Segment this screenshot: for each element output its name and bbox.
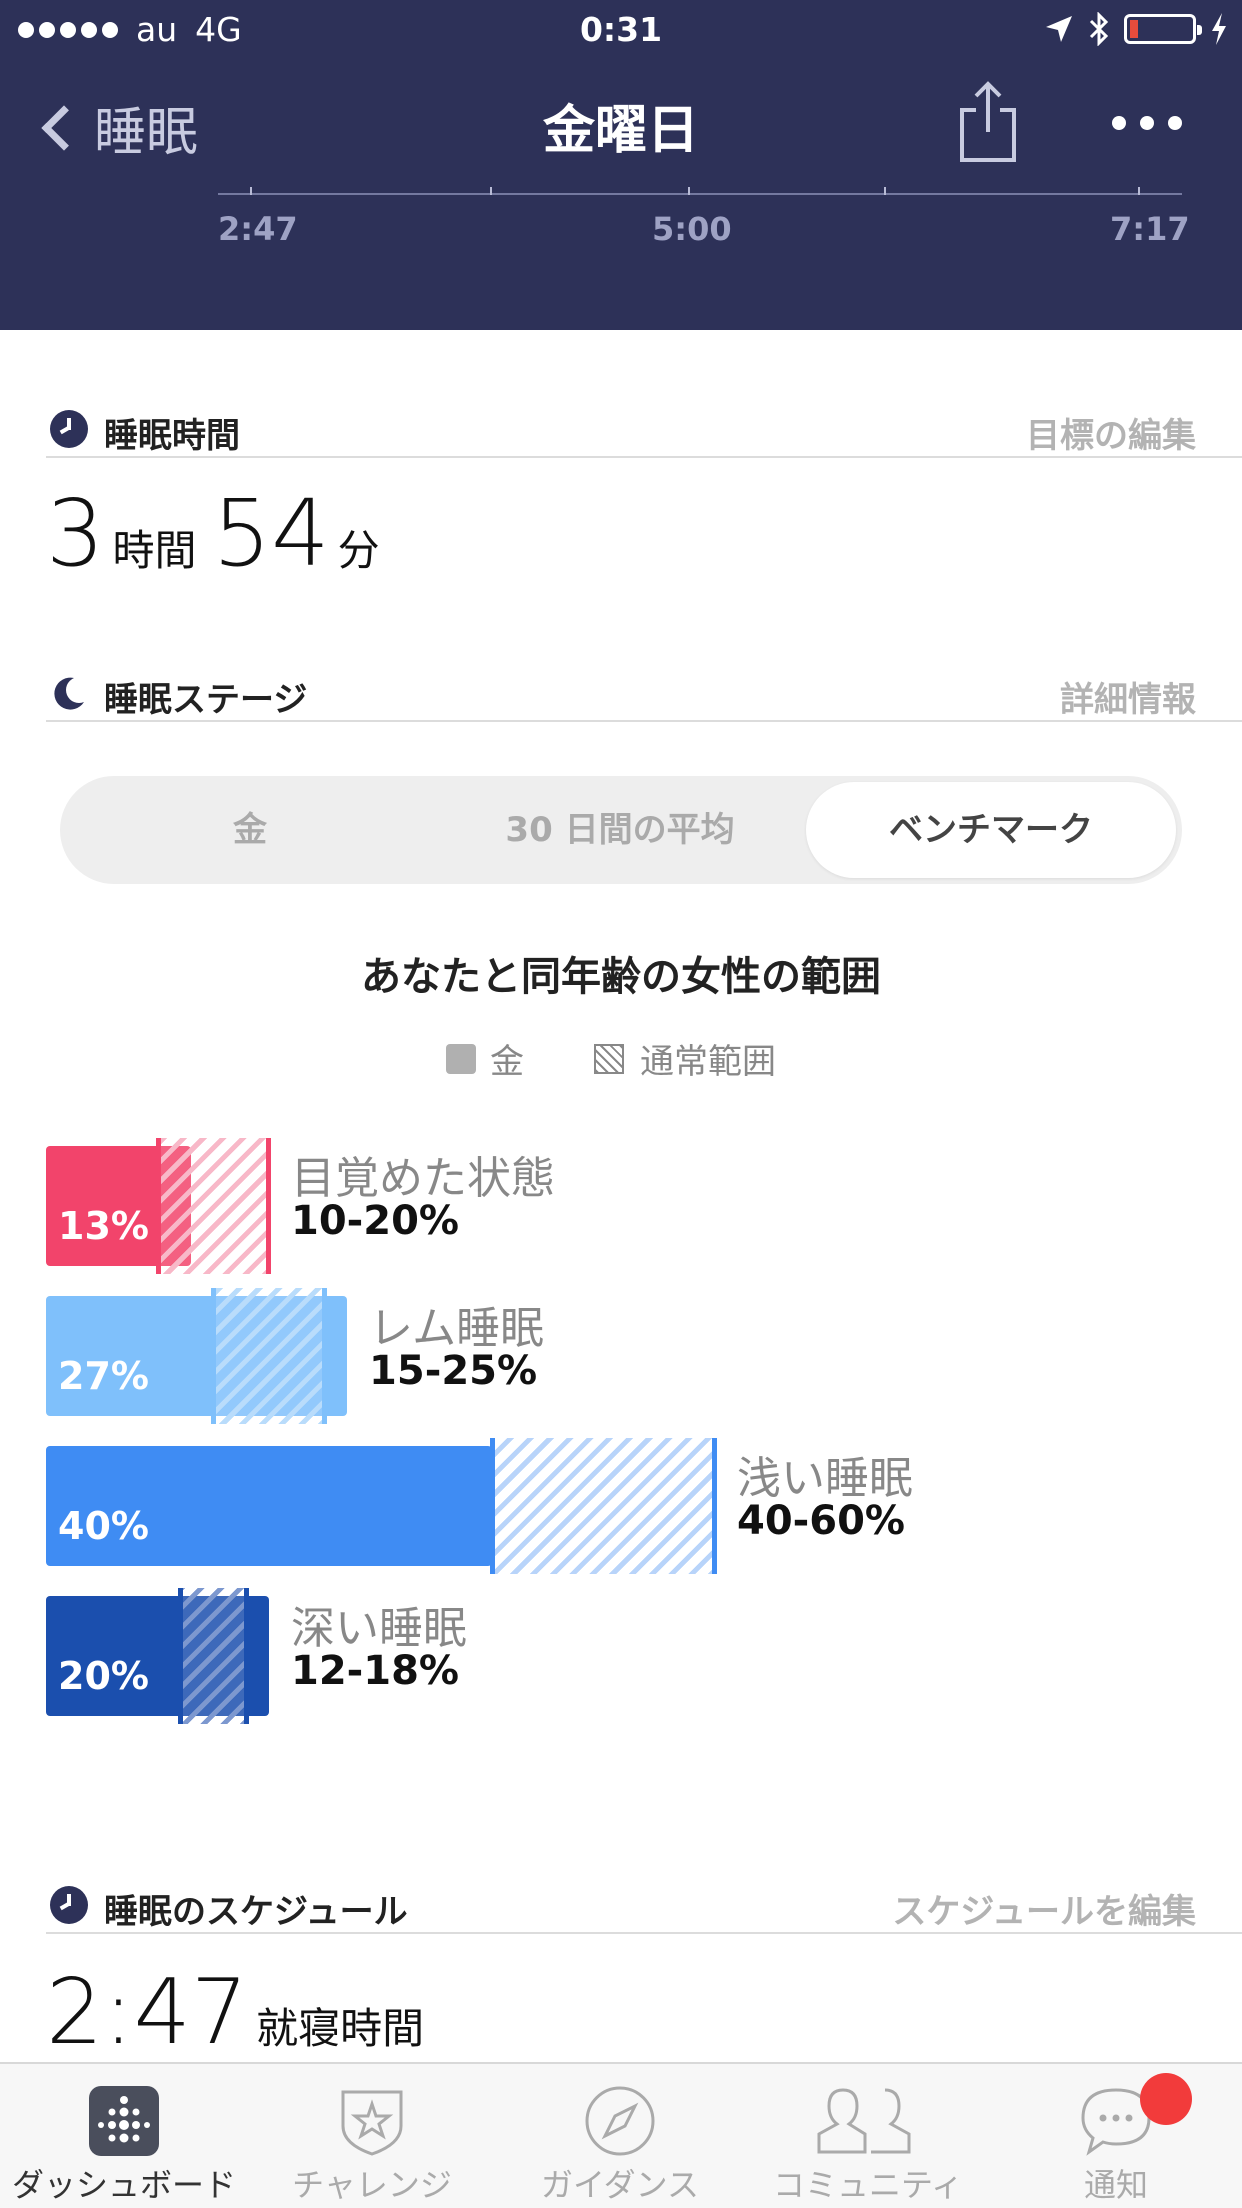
- stage-percent: 27%: [58, 1354, 149, 1398]
- tab-guidance-label: ガイダンス: [540, 2166, 700, 2204]
- sleep-minutes-value: 54: [212, 480, 330, 587]
- stage-bar: 40%: [46, 1446, 492, 1566]
- benchmark-legend: 金 通常範囲: [446, 1034, 776, 1083]
- bluetooth-icon: [1089, 12, 1109, 46]
- tab-community[interactable]: コミュニティ: [744, 2064, 992, 2208]
- moon-icon: [54, 677, 84, 710]
- timeline-start-label: 2:47: [218, 210, 298, 248]
- back-button[interactable]: 睡眠: [34, 90, 198, 165]
- community-icon: [817, 2088, 911, 2154]
- tab-notifications[interactable]: 通知: [992, 2064, 1240, 2208]
- network-label: 4G: [195, 10, 242, 49]
- tab-community-label: コミュニティ: [772, 2166, 964, 2204]
- schedule-section-header: 睡眠のスケジュール スケジュールを編集: [46, 1878, 1242, 1934]
- sleep-minutes-unit: 分: [337, 526, 380, 575]
- sleep-stages-label: 睡眠ステージ: [104, 680, 308, 720]
- battery-icon: [1124, 14, 1202, 44]
- nav-bar: 睡眠 金曜日: [0, 80, 1242, 170]
- schedule-label: 睡眠のスケジュール: [104, 1892, 408, 1932]
- sleep-time-section-header: 睡眠時間 目標の編集: [46, 402, 1242, 458]
- share-icon[interactable]: [958, 80, 1018, 164]
- timeline-end-label: 7:17: [1110, 210, 1190, 248]
- stage-typical-range: [490, 1438, 717, 1574]
- timeline-mid-label: 5:00: [652, 210, 732, 248]
- stage-name: レム睡眠: [369, 1303, 545, 1354]
- dashboard-icon: [89, 2086, 159, 2156]
- sleep-hours-value: 3: [46, 480, 105, 587]
- clock-icon: [50, 1886, 88, 1924]
- legend-actual-label: 金: [490, 1042, 524, 1082]
- stage-typical-range: [177, 1588, 249, 1724]
- tab-guidance[interactable]: ガイダンス: [496, 2064, 744, 2208]
- bedtime-value: 2:47: [46, 1960, 249, 2065]
- challenge-star-icon: [341, 2090, 403, 2156]
- back-label: 睡眠: [94, 103, 199, 163]
- stage-percent: 13%: [58, 1204, 149, 1248]
- actual-swatch-icon: [446, 1043, 476, 1074]
- charging-bolt-icon: [1212, 13, 1226, 45]
- tab-benchmark[interactable]: ベンチマーク: [806, 782, 1176, 878]
- notification-badge: [1140, 2073, 1192, 2125]
- page-title: 金曜日: [542, 101, 699, 161]
- tab-dashboard[interactable]: ダッシュボード: [0, 2064, 248, 2208]
- tab-dashboard-label: ダッシュボード: [11, 2166, 236, 2204]
- tab-30-day-average[interactable]: 30 日間の平均: [505, 810, 735, 850]
- carrier-label: au: [136, 10, 178, 49]
- stage-typical-range: [211, 1288, 327, 1424]
- bedtime-label: 就寝時間: [256, 2004, 425, 2053]
- tab-day[interactable]: 金: [233, 810, 267, 850]
- header: au 4G 0:31 睡眠 金曜日: [0, 0, 1242, 330]
- sleep-hours-unit: 時間: [112, 526, 197, 575]
- stage-name: 深い睡眠: [291, 1603, 467, 1654]
- tab-challenges-label: チャレンジ: [292, 2166, 452, 2204]
- bedtime: 2:47 就寝時間: [46, 1960, 440, 2065]
- clock-icon: [50, 410, 88, 448]
- stage-range-label: 12-18%: [291, 1648, 460, 1694]
- sleep-time-label: 睡眠時間: [104, 416, 240, 456]
- edit-goal-link[interactable]: 目標の編集: [1026, 416, 1196, 456]
- tab-notifications-label: 通知: [1083, 2166, 1148, 2204]
- tab-challenges[interactable]: チャレンジ: [248, 2064, 496, 2208]
- stage-range-label: 40-60%: [737, 1498, 906, 1544]
- stage-range-label: 10-20%: [291, 1198, 460, 1244]
- sleep-timeline-axis: [218, 187, 1182, 195]
- compass-icon: [585, 2086, 655, 2156]
- stage-percent: 20%: [58, 1654, 149, 1698]
- status-time: 0:31: [579, 10, 663, 49]
- stage-percent: 40%: [58, 1504, 149, 1548]
- edit-schedule-link[interactable]: スケジュールを編集: [892, 1892, 1196, 1932]
- stage-view-segmented-control: 金 30 日間の平均 ベンチマーク: [60, 776, 1182, 884]
- typical-range-hatch-icon: [594, 1043, 624, 1074]
- stage-name: 目覚めた状態: [291, 1153, 555, 1204]
- sleep-stages-section-header: 睡眠ステージ 詳細情報: [46, 666, 1242, 722]
- stage-range-label: 15-25%: [369, 1348, 538, 1394]
- stage-typical-range: [155, 1138, 271, 1274]
- sleep-duration: 3 時間 54 分: [46, 480, 396, 587]
- legend-typical-label: 通常範囲: [640, 1042, 776, 1082]
- stage-name: 浅い睡眠: [737, 1453, 913, 1504]
- location-arrow-icon: [1046, 16, 1072, 42]
- bottom-tab-bar: ダッシュボード チャレンジ ガイダンス コミュニティ: [0, 2062, 1242, 2208]
- benchmark-title: あなたと同年齢の女性の範囲: [361, 954, 881, 1000]
- more-options-icon[interactable]: [1112, 116, 1182, 130]
- details-link[interactable]: 詳細情報: [1060, 680, 1196, 720]
- status-bar: au 4G 0:31: [0, 0, 1242, 62]
- signal-strength-icon: [18, 21, 118, 38]
